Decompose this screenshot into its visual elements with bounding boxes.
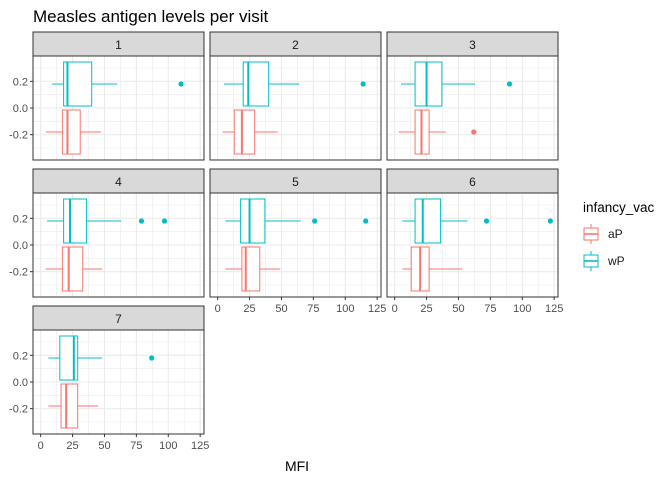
- boxplot-aP-visit-1: [45, 109, 101, 155]
- x-tick-label: 100: [159, 440, 177, 452]
- outlier-point: [161, 218, 168, 224]
- outlier-point: [363, 218, 369, 224]
- x-tick-label: 25: [66, 440, 78, 452]
- facet-panel-1: 1 0.2 0.0 -0.2: [9, 31, 205, 161]
- chart-title: Measles antigen levels per visit: [33, 7, 269, 26]
- facet-strip: [32, 31, 205, 57]
- boxplot-wP-visit-5: [225, 198, 369, 244]
- x-axis-label: MFI: [285, 458, 309, 474]
- boxplot-wP-visit-4: [47, 198, 168, 244]
- y-tick-label: -0.2: [9, 130, 28, 142]
- x-tick-label: 0: [215, 303, 221, 315]
- y-tick-label: 0.2: [13, 350, 28, 362]
- box: [242, 61, 270, 107]
- x-tick-label: 25: [420, 303, 432, 315]
- x-tick-label: 25: [243, 303, 255, 315]
- facet-strip: [209, 168, 382, 194]
- gridlines: [210, 193, 381, 297]
- box: [233, 109, 256, 155]
- facet-strip-label: 5: [292, 175, 299, 189]
- facet-strip-label: 1: [115, 38, 122, 52]
- x-tick-label: 0: [392, 303, 398, 315]
- x-tick-label: 50: [275, 303, 287, 315]
- x-tick-label: 125: [545, 303, 563, 315]
- facet-strip: [209, 31, 382, 57]
- facet-strip-label: 3: [469, 38, 476, 52]
- facet-strip: [386, 31, 559, 57]
- x-tick-label: 50: [98, 440, 110, 452]
- box: [61, 109, 81, 155]
- panel-border: [386, 55, 559, 161]
- y-tick-label: -0.2: [9, 267, 28, 279]
- x-tick-label: 125: [191, 440, 209, 452]
- boxplot-wP-visit-2: [224, 61, 366, 107]
- box: [414, 198, 442, 244]
- panel-border: [386, 192, 559, 298]
- gridlines: [210, 56, 381, 160]
- box: [59, 335, 79, 381]
- boxplot-aP-visit-6: [402, 246, 463, 292]
- outlier-point: [483, 218, 490, 224]
- boxplot-wP-visit-3: [401, 61, 513, 107]
- x-tick-label: 100: [336, 303, 354, 315]
- box: [63, 198, 88, 244]
- outlier-point: [178, 81, 184, 87]
- box: [60, 383, 79, 429]
- outlier-point: [149, 355, 155, 361]
- outlier-point: [547, 218, 553, 224]
- box: [241, 246, 261, 292]
- facet-strip-label: 4: [115, 175, 122, 189]
- boxplot-wP-visit-7: [48, 335, 155, 381]
- y-tick-label: 0.0: [13, 240, 28, 252]
- box: [240, 198, 266, 244]
- box: [414, 61, 443, 107]
- x-tick-label: 75: [484, 303, 496, 315]
- boxplot-wP-visit-1: [52, 61, 184, 107]
- facet-strip: [386, 168, 559, 194]
- facet-panels: 10.20.0-0.22 340.20.0-0.250 25 50 75 100 12560…: [9, 31, 563, 452]
- y-tick-label: 0.0: [13, 103, 28, 115]
- legend: infancy_vac aP wP: [580, 200, 655, 272]
- outlier-point: [312, 218, 318, 224]
- outlier-point: [506, 81, 513, 87]
- boxplot-aP-visit-2: [222, 109, 278, 155]
- y-tick-label: 0.0: [13, 377, 28, 389]
- x-tick-label: 100: [513, 303, 531, 315]
- boxplot-wP-visit-6: [402, 198, 553, 244]
- facet-panel-3: 3: [386, 31, 559, 161]
- outlier-point: [138, 218, 145, 224]
- facet-panel-4: 4 0.2 0.0 -0.2: [9, 168, 205, 298]
- x-tick-label: 0: [38, 440, 44, 452]
- facet-panel-5: 50 25 50 75 100 125: [209, 168, 386, 315]
- x-tick-label: 50: [452, 303, 464, 315]
- legend-title: infancy_vac: [583, 200, 655, 215]
- legend-entry-wP: wP: [580, 250, 625, 272]
- facet-panel-2: 2: [209, 31, 382, 161]
- outlier-point: [360, 81, 366, 87]
- y-tick-label: 0.2: [13, 76, 28, 88]
- x-tick-label: 75: [130, 440, 142, 452]
- legend-entry-aP: aP: [580, 223, 623, 245]
- facet-strip-label: 6: [469, 175, 476, 189]
- boxplot-aP-visit-5: [225, 246, 281, 292]
- facet-panel-6: 6 0 25 50 75 100 125: [386, 168, 563, 315]
- y-tick-label: -0.2: [9, 404, 28, 416]
- boxplot-aP-visit-7: [48, 383, 99, 429]
- panel-border: [209, 55, 382, 161]
- boxplot-aP-visit-3: [398, 109, 477, 155]
- facet-strip-label: 7: [115, 312, 122, 326]
- boxplot-aP-visit-4: [45, 246, 102, 292]
- y-tick-label: 0.2: [13, 213, 28, 225]
- outlier-point: [471, 129, 477, 135]
- legend-label: wP: [607, 254, 625, 268]
- x-tick-label: 75: [307, 303, 319, 315]
- x-tick-label: 125: [368, 303, 386, 315]
- facet-strip-label: 2: [292, 38, 299, 52]
- panel-border: [209, 192, 382, 298]
- legend-label: aP: [608, 227, 623, 241]
- facet-panel-7: 7 0.2 0.0 -0.2 0 25 50 75 100 125: [9, 305, 209, 452]
- box: [61, 246, 84, 292]
